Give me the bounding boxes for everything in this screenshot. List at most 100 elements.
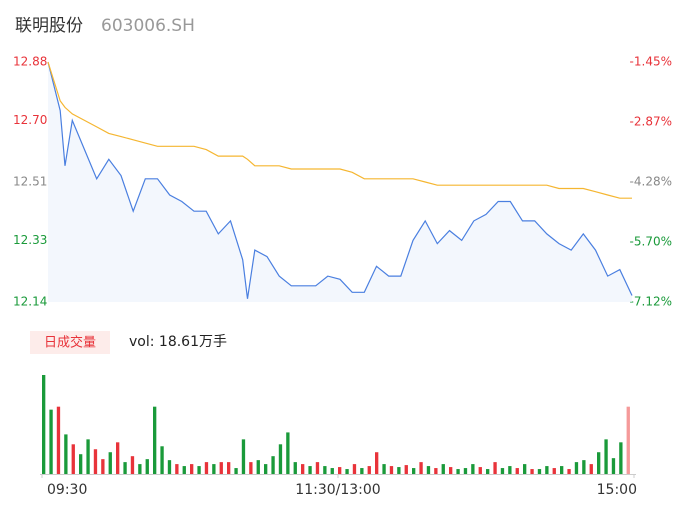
volume-bar <box>49 409 53 474</box>
volume-bar <box>463 468 468 474</box>
volume-bar <box>145 459 149 474</box>
volume-bar <box>190 464 194 474</box>
volume-bar <box>286 432 290 474</box>
volume-bar <box>352 464 357 474</box>
volume-bar <box>582 460 586 474</box>
y2-tick-label: -4.28% <box>630 174 672 188</box>
volume-bar <box>197 466 201 474</box>
volume-bar <box>234 468 238 474</box>
volume-bar <box>212 464 216 474</box>
volume-bar <box>101 459 105 474</box>
volume-bar <box>338 467 342 474</box>
y-tick-label: 12.33 <box>13 233 47 247</box>
volume-bar <box>175 464 179 474</box>
volume-legend: 日成交量 <box>44 335 96 351</box>
volume-bar <box>367 466 371 474</box>
volume-bar <box>619 442 623 474</box>
volume-bar <box>523 464 527 474</box>
volume-bar <box>86 439 90 474</box>
stock-name: 联明股份 <box>15 16 83 36</box>
y-tick-label: 12.88 <box>13 55 47 69</box>
volume-bar <box>434 468 438 474</box>
x-tick-label: 15:00 <box>597 482 637 498</box>
volume-bar <box>382 464 386 474</box>
volume-bar <box>545 466 549 474</box>
volume-bar <box>249 462 253 474</box>
y2-tick-label: -5.70% <box>630 234 672 248</box>
volume-bar <box>301 464 305 474</box>
volume-bar <box>167 460 172 474</box>
y-tick-label: 12.51 <box>13 175 47 189</box>
volume-bar <box>597 452 601 474</box>
volume-bar <box>404 465 408 474</box>
volume-bar <box>412 468 416 474</box>
volume-bar <box>241 439 246 474</box>
volume-bar <box>626 406 630 474</box>
x-tick-label: 09:30 <box>47 482 87 498</box>
average-line <box>47 61 632 199</box>
volume-bar <box>345 469 349 474</box>
volume-bar <box>130 456 135 474</box>
volume-bar <box>552 468 556 474</box>
volume-bar <box>271 456 275 474</box>
y2-tick-label: -2.87% <box>630 115 672 129</box>
price-area <box>48 62 632 302</box>
volume-bar <box>560 466 564 474</box>
y-tick-label: 12.70 <box>13 113 47 127</box>
volume-bar <box>508 466 512 474</box>
volume-bar <box>426 466 431 474</box>
volume-bar <box>537 469 542 474</box>
volume-bar <box>604 439 608 474</box>
volume-bar <box>182 466 186 474</box>
volume-bar <box>71 444 75 474</box>
volume-bar <box>79 454 83 474</box>
x-tick-label: 11:30/13:00 <box>295 482 380 498</box>
y2-tick-label: -1.45% <box>630 55 672 69</box>
volume-bar <box>471 464 475 474</box>
volume-bar <box>389 466 394 474</box>
volume-bar <box>108 452 112 474</box>
volume-bar <box>278 444 283 474</box>
volume-bar <box>315 462 320 474</box>
volume-bar <box>123 462 127 474</box>
volume-bar <box>456 469 460 474</box>
volume-bar <box>574 462 579 474</box>
volume-bar <box>56 406 61 474</box>
volume-bar <box>323 466 327 474</box>
volume-bar <box>293 462 297 474</box>
volume-bar <box>116 442 120 474</box>
volume-bar <box>308 466 312 474</box>
volume-bar <box>493 462 497 474</box>
volume-bar <box>449 467 453 474</box>
volume-bar <box>589 464 593 474</box>
volume-bar <box>397 467 401 474</box>
volume-bar <box>219 462 223 474</box>
volume-total: vol: 18.61万手 <box>129 334 227 350</box>
volume-bar <box>227 462 231 474</box>
volume-bar <box>419 462 423 474</box>
legend-box <box>30 331 110 354</box>
volume-bar <box>567 469 571 474</box>
y2-tick-label: -7.12% <box>630 295 672 309</box>
stock-code: 603006.SH <box>101 16 195 36</box>
volume-bar <box>530 469 534 474</box>
volume-bar <box>360 468 364 474</box>
volume-bar <box>478 467 482 474</box>
volume-bar <box>264 464 268 474</box>
volume-bar <box>153 406 157 474</box>
volume-bar <box>515 468 519 474</box>
volume-bar <box>500 468 505 474</box>
volume-bar <box>42 375 46 474</box>
volume-bar <box>486 469 490 474</box>
volume-bar <box>64 434 68 474</box>
volume-bar <box>375 452 379 474</box>
volume-bar <box>441 464 445 474</box>
volume-bar <box>256 460 260 474</box>
volume-bar <box>330 468 334 474</box>
volume-bar <box>93 449 98 474</box>
price-line <box>47 61 633 299</box>
volume-bar <box>160 446 164 474</box>
volume-bar <box>611 458 616 474</box>
y-tick-label: 12.14 <box>13 295 47 309</box>
